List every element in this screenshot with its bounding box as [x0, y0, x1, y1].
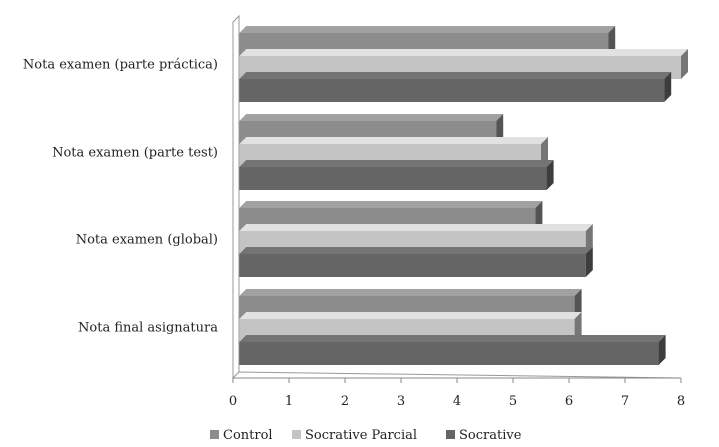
bar-front-face [239, 254, 586, 277]
bars-layer [239, 26, 689, 365]
bar-end-face [608, 26, 616, 56]
bar-top-face [239, 114, 504, 121]
legend-label: Control [223, 428, 273, 443]
x-tick-label: 5 [509, 394, 517, 409]
bar-top-face [239, 72, 672, 79]
legend-swatch [446, 430, 455, 439]
legend-swatch [292, 430, 301, 439]
legend-item: Socrative Parcial [292, 428, 417, 443]
category-label: Nota examen (parte práctica) [23, 58, 218, 73]
category-label: Nota examen (parte test) [52, 146, 218, 161]
bar-top-face [239, 26, 616, 33]
x-tick-label: 7 [621, 394, 629, 409]
legend-label: Socrative Parcial [305, 428, 417, 443]
bar-top-face [239, 137, 549, 144]
bar-front-face [239, 167, 547, 190]
bar-end-face [574, 289, 582, 319]
bar-end-face [585, 247, 593, 277]
bar-end-face [541, 137, 548, 167]
floor [231, 371, 682, 379]
back-wall [232, 14, 240, 380]
bar-top-face [239, 335, 666, 342]
legend-label: Socrative [459, 428, 522, 443]
x-tick-label: 3 [397, 394, 405, 409]
x-tick-label: 6 [565, 394, 573, 409]
x-tick-label: 0 [229, 394, 237, 409]
bar-end-face [574, 312, 582, 342]
bar-top-face [239, 49, 689, 56]
bar-top-face [239, 160, 554, 167]
bar-top-face [239, 247, 593, 254]
bar-top-face [239, 224, 593, 231]
bar-end-face [681, 49, 688, 79]
x-axis-ticks: 0 1 2 3 4 5 6 7 8 [229, 378, 685, 409]
bar-front-face [239, 342, 659, 365]
legend-item: Control [210, 428, 273, 443]
category-label: Nota examen (global) [76, 233, 218, 248]
category-labels: Nota examen (parte práctica) Nota examen … [23, 58, 218, 336]
legend-swatch [210, 430, 219, 439]
bar-end-face [546, 160, 554, 190]
bar-front-face [239, 79, 665, 102]
category-label: Nota final asignatura [78, 321, 218, 336]
bar-top-face [239, 201, 543, 208]
bar-4-3 [239, 335, 666, 365]
bar-end-face [535, 201, 543, 231]
legend: Control Socrative Parcial Socrative [210, 428, 522, 443]
bar-1-3 [239, 72, 672, 102]
bar-end-face [664, 72, 672, 102]
bar-top-face [239, 312, 582, 319]
bar-end-face [585, 224, 593, 254]
x-tick-label: 1 [285, 394, 293, 409]
x-tick-label: 4 [453, 394, 461, 409]
x-tick-label: 2 [341, 394, 349, 409]
bar-2-3 [239, 160, 554, 190]
legend-item: Socrative [446, 428, 522, 443]
x-tick-label: 8 [677, 394, 685, 409]
bar-top-face [239, 289, 582, 296]
bar-end-face [496, 114, 504, 144]
bar-end-face [658, 335, 666, 365]
bar-3-3 [239, 247, 593, 277]
